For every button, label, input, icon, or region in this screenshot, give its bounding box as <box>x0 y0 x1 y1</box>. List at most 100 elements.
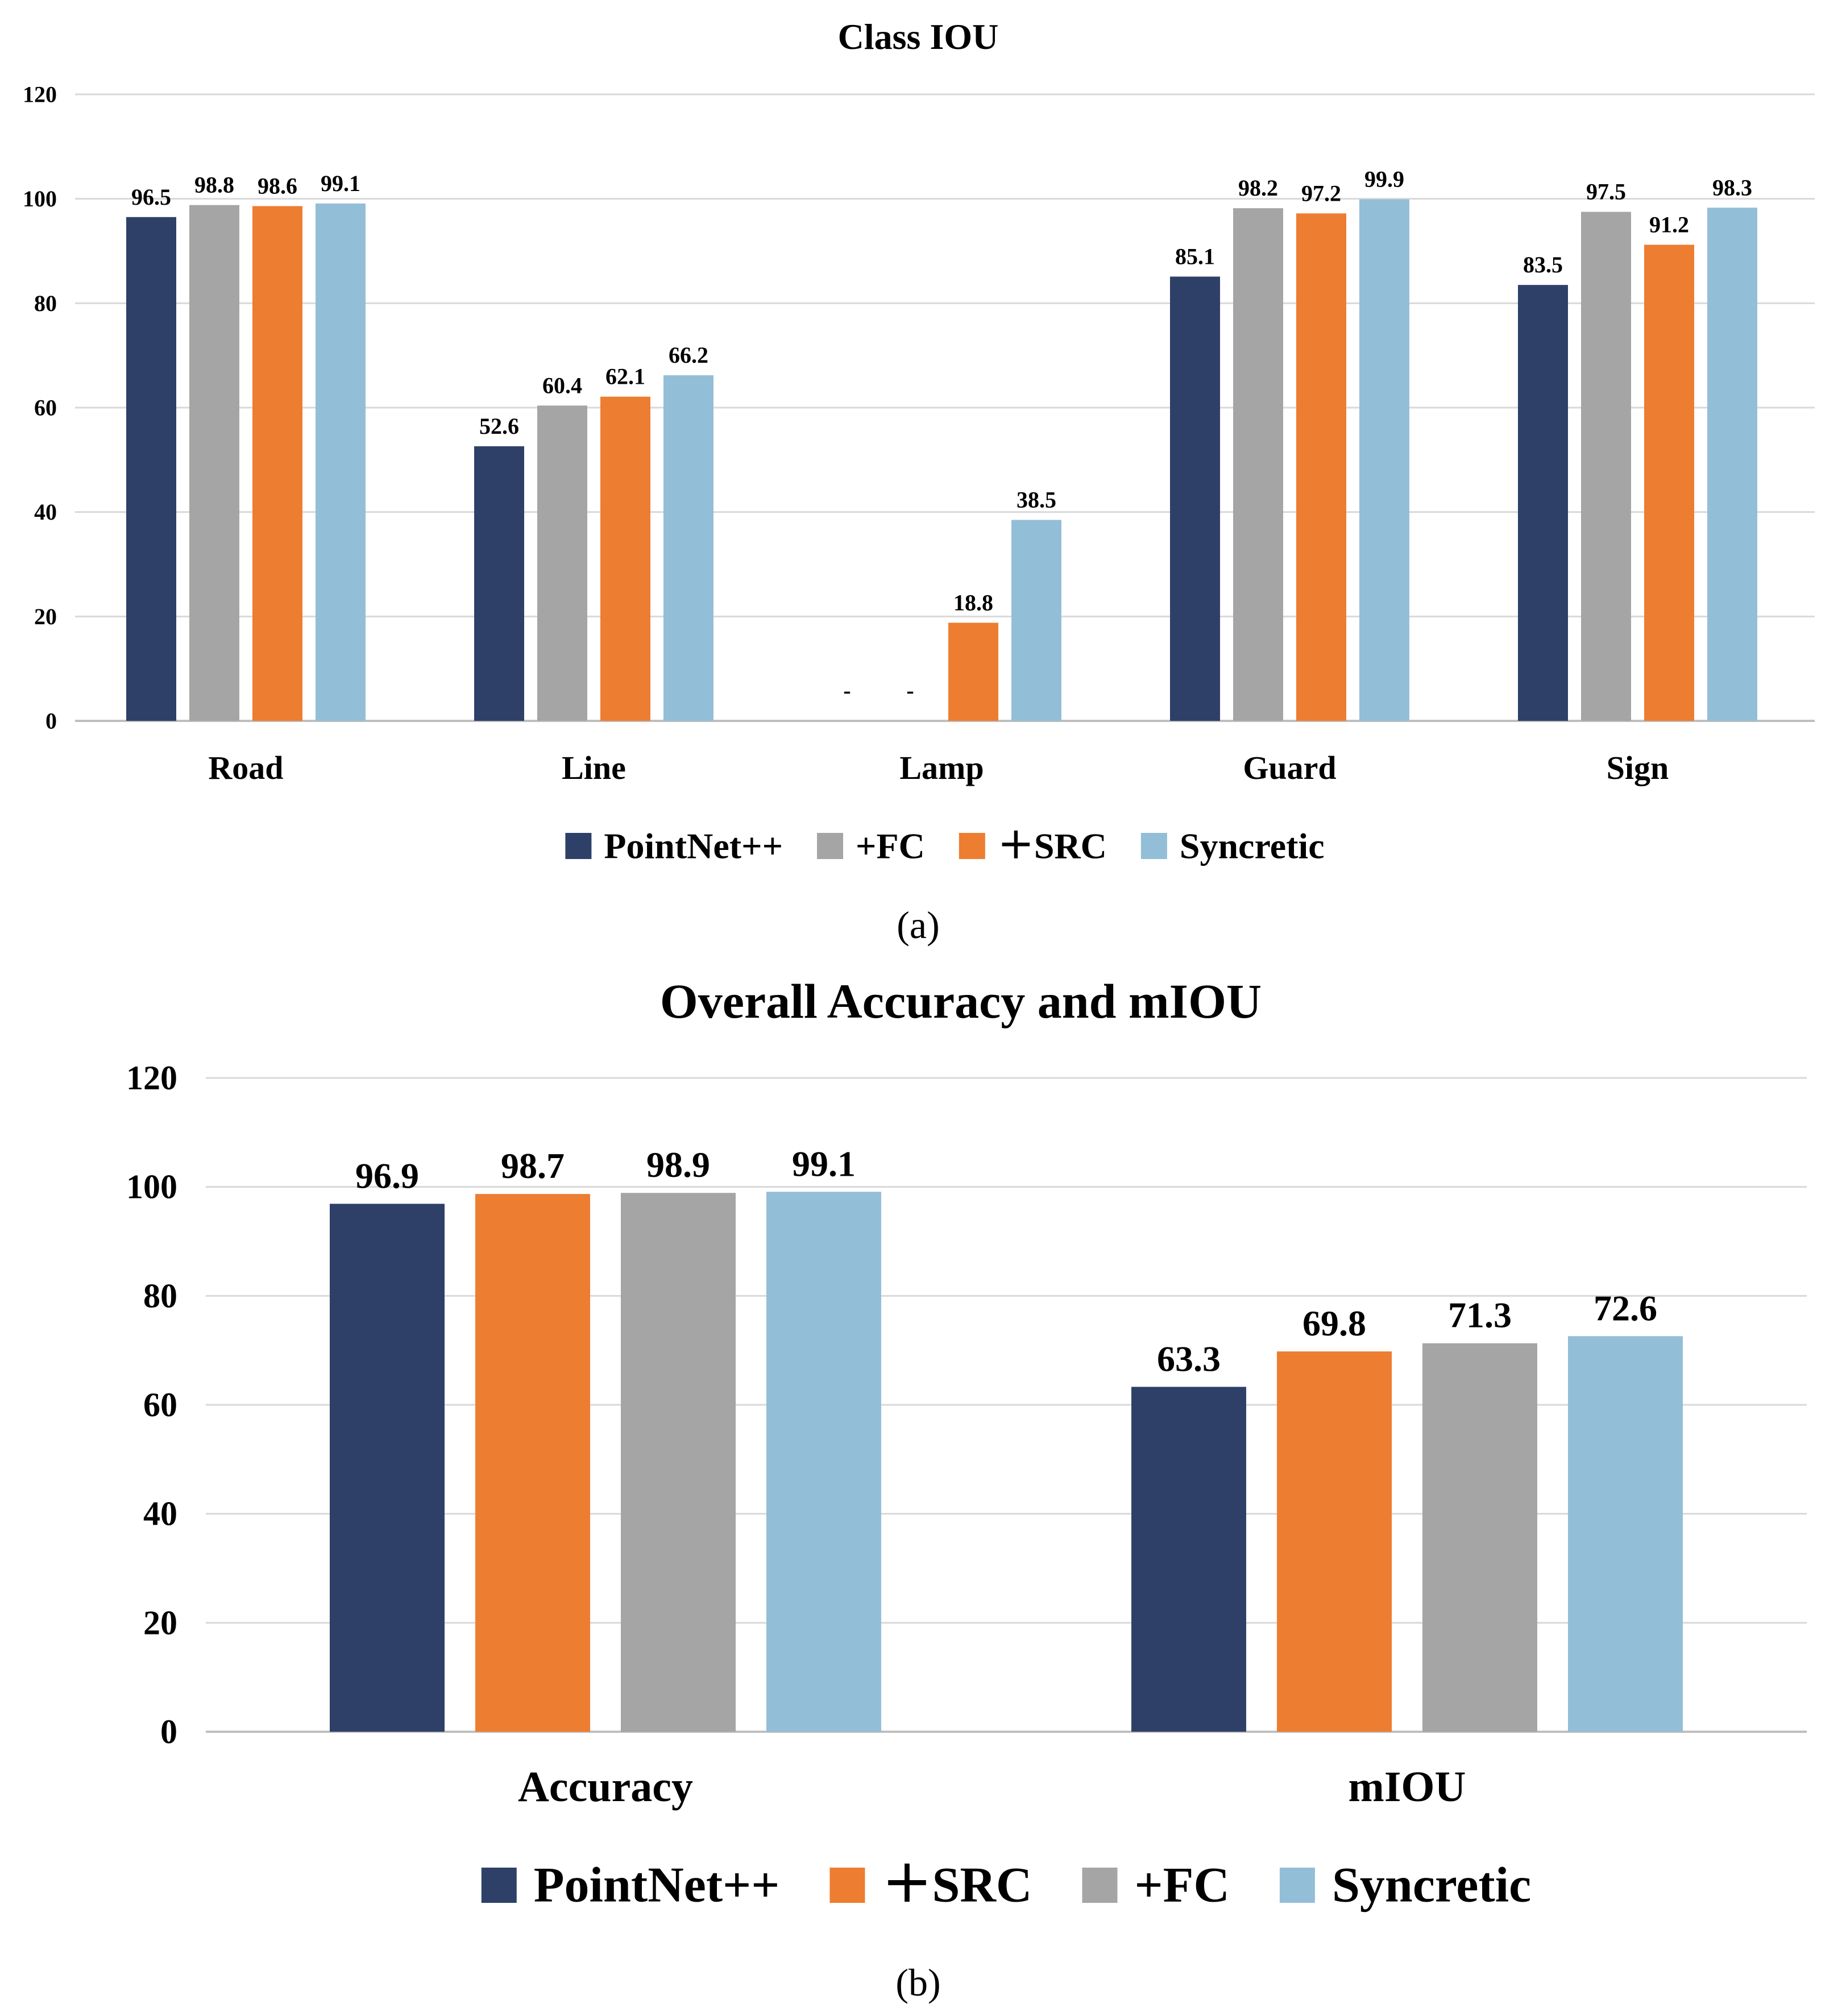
legend-label: ＋SRC <box>882 1858 1032 1913</box>
legend-label: Syncretic <box>1332 1858 1531 1913</box>
data-label: 98.8 <box>194 172 234 198</box>
x-category-label: Accuracy <box>518 1763 693 1811</box>
bar-accuracy-0 <box>330 1204 445 1732</box>
x-category-label: Line <box>562 749 626 786</box>
chart-b-title: Overall Accuracy and mIOU <box>660 974 1262 1028</box>
bar-sign-3 <box>1707 208 1757 721</box>
chart-b-gridlines <box>206 1077 1807 1733</box>
bar-road-3 <box>316 203 366 721</box>
data-label: 91.2 <box>1649 211 1689 237</box>
y-tick-label: 120 <box>126 1059 177 1097</box>
data-label: 62.1 <box>605 364 645 389</box>
y-tick-label: 80 <box>143 1277 177 1314</box>
chart-a-legend: PointNet++ +FC ＋SRC Syncretic <box>565 826 1325 866</box>
chart-a-bars: 96.5 98.8 98.6 99.1 52.6 60.4 62.1 66.2 - - 18.8 38… <box>126 167 1757 721</box>
data-label: - <box>906 678 914 703</box>
legend-item: PointNet++ <box>565 826 783 866</box>
legend-item: Syncretic <box>1279 1858 1531 1913</box>
y-tick-label: 40 <box>143 1495 177 1533</box>
legend-swatch <box>565 833 592 859</box>
y-tick-label: 20 <box>143 1604 177 1641</box>
bar-guard-3 <box>1359 199 1409 721</box>
bar-line-2 <box>600 396 650 721</box>
y-tick-label: 0 <box>160 1713 177 1750</box>
bar-accuracy-3 <box>766 1192 881 1732</box>
data-label: 97.5 <box>1586 179 1626 205</box>
y-tick-label: 0 <box>45 708 57 734</box>
x-category-label: Lamp <box>899 749 984 786</box>
data-label: 18.8 <box>953 590 993 615</box>
legend-label: +FC <box>1134 1858 1229 1913</box>
data-label: 99.1 <box>792 1143 856 1184</box>
legend-swatch <box>959 833 985 859</box>
overall-accuracy-chart: Overall Accuracy and mIOU 0 20 40 60 80 100 12… <box>126 974 1807 2004</box>
legend-swatch <box>1140 833 1167 859</box>
data-label: 69.8 <box>1302 1303 1366 1343</box>
chart-b-x-axis: Accuracy mIOU <box>518 1763 1466 1811</box>
data-label: 83.5 <box>1523 252 1563 277</box>
y-tick-label: 20 <box>34 604 57 629</box>
bar-miou-3 <box>1568 1336 1683 1732</box>
bar-lamp-3 <box>1011 520 1061 721</box>
x-category-label: Sign <box>1607 749 1669 786</box>
legend-item: ＋SRC <box>959 826 1107 866</box>
data-label: 98.3 <box>1712 175 1752 200</box>
legend-swatch <box>1082 1868 1118 1903</box>
y-tick-label: 100 <box>23 186 57 211</box>
bar-sign-1 <box>1581 211 1631 721</box>
chart-a-y-axis: 0 20 40 60 80 100 120 <box>23 82 57 734</box>
bar-miou-0 <box>1131 1387 1246 1732</box>
x-category-label: Road <box>208 749 283 786</box>
bar-line-1 <box>537 405 587 721</box>
data-label: - <box>843 678 851 703</box>
legend-item: PointNet++ <box>481 1858 780 1913</box>
legend-swatch <box>481 1868 517 1903</box>
chart-a-caption: (a) <box>897 903 939 947</box>
bar-road-1 <box>189 205 239 721</box>
bar-accuracy-2 <box>621 1193 736 1732</box>
bar-sign-2 <box>1644 244 1694 721</box>
legend-label: PointNet++ <box>604 826 783 866</box>
legend-item: +FC <box>1082 1858 1230 1913</box>
data-label: 52.6 <box>479 413 519 439</box>
bar-guard-2 <box>1296 213 1346 721</box>
bar-sign-0 <box>1518 285 1568 721</box>
data-label: 60.4 <box>542 372 582 398</box>
data-label: 96.9 <box>355 1155 419 1196</box>
y-tick-label: 100 <box>126 1168 177 1206</box>
legend-swatch <box>829 1868 865 1903</box>
data-label: 97.2 <box>1301 180 1341 206</box>
data-label: 85.1 <box>1175 243 1215 269</box>
x-category-label: mIOU <box>1349 1763 1466 1811</box>
data-label: 66.2 <box>669 342 708 368</box>
y-tick-label: 60 <box>143 1386 177 1424</box>
data-label: 72.6 <box>1594 1288 1657 1328</box>
chart-b-caption: (b) <box>895 1961 940 2004</box>
data-label: 98.9 <box>646 1144 710 1185</box>
class-iou-chart: Class IOU 0 20 40 60 80 100 120 96.5 98.8 98.6 99… <box>23 16 1815 947</box>
data-label: 63.3 <box>1157 1338 1221 1379</box>
legend-item: Syncretic <box>1140 826 1325 866</box>
data-label: 71.3 <box>1448 1295 1512 1335</box>
data-label: 96.5 <box>131 184 171 210</box>
x-category-label: Guard <box>1243 749 1336 786</box>
chart-b-y-axis: 0 20 40 60 80 100 120 <box>126 1059 177 1750</box>
bar-line-0 <box>474 446 524 721</box>
y-tick-label: 80 <box>34 291 57 316</box>
bar-accuracy-1 <box>475 1194 590 1732</box>
bar-guard-0 <box>1170 276 1220 721</box>
legend-label: +FC <box>856 826 925 866</box>
legend-swatch <box>1279 1868 1315 1903</box>
legend-label: ＋SRC <box>998 826 1107 866</box>
bar-line-3 <box>663 375 713 721</box>
y-tick-label: 40 <box>34 499 57 525</box>
data-label: 99.9 <box>1364 167 1404 192</box>
chart-b-bars: 96.9 98.7 98.9 99.1 63.3 69.8 71.3 72.6 <box>330 1143 1683 1732</box>
chart-b-legend: PointNet++ ＋SRC +FC Syncretic <box>481 1858 1531 1913</box>
data-label: 99.1 <box>321 171 360 196</box>
y-tick-label: 60 <box>34 395 57 421</box>
data-label: 98.2 <box>1238 175 1278 201</box>
bar-road-2 <box>252 206 302 721</box>
legend-label: PointNet++ <box>534 1858 780 1913</box>
